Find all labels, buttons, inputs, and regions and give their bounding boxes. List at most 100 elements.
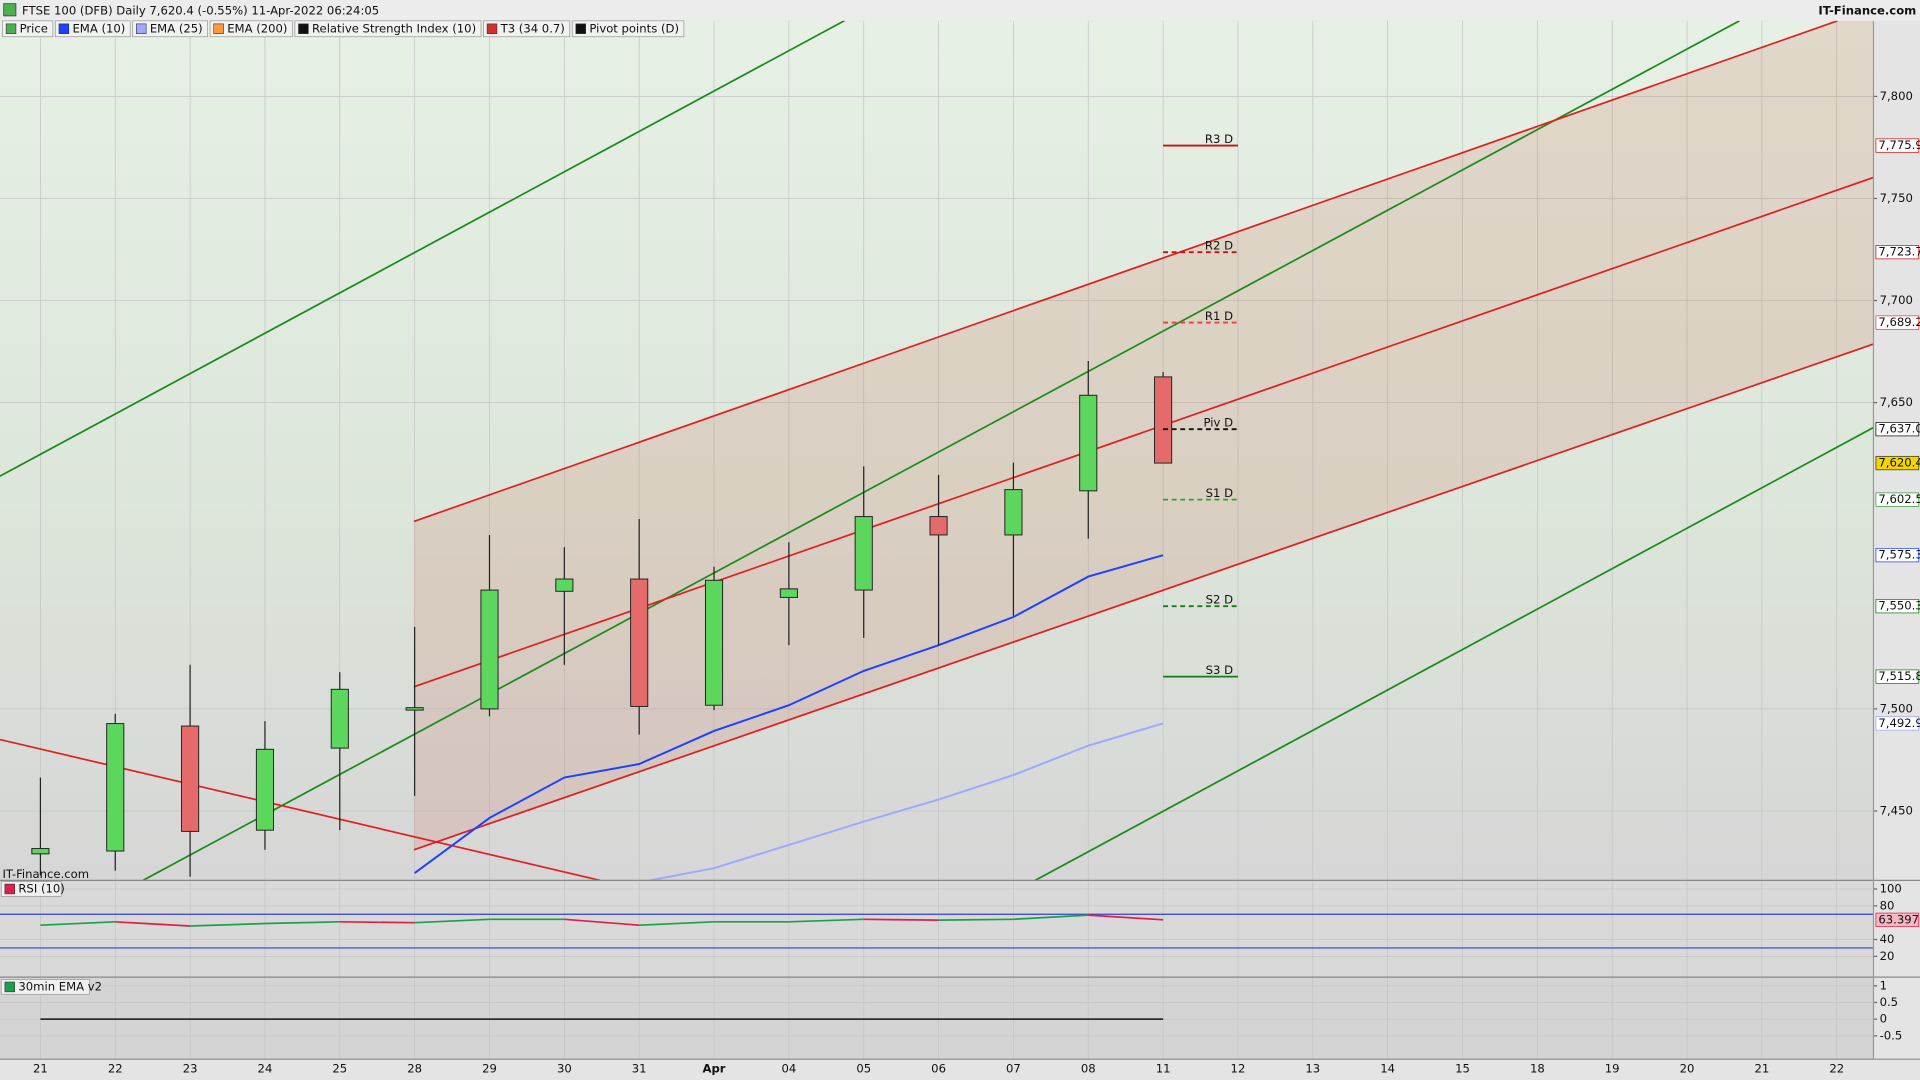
candle-body [181, 725, 200, 832]
value-label: 7,492.9 [1878, 716, 1920, 730]
rsi-plot [0, 913, 1874, 949]
x-tick-label: 11 [1156, 1061, 1171, 1075]
x-tick-label: 31 [632, 1061, 647, 1075]
trend-line [0, 738, 601, 881]
value-label: 7,689.2 [1878, 315, 1920, 329]
trend-line [413, 176, 1874, 688]
candle-body [704, 579, 724, 706]
value-label: 7,620.4 [1878, 456, 1920, 470]
x-tick-label: 29 [482, 1061, 497, 1075]
indicator-segment [639, 920, 715, 927]
x-tick-label: 08 [1081, 1061, 1096, 1075]
main-panel [0, 20, 1874, 881]
legend-label: Price [20, 21, 48, 35]
pivot-name: Piv D [1204, 416, 1234, 430]
legend-label: EMA (10) [72, 21, 125, 35]
legend-label: EMA (25) [150, 21, 203, 35]
ema-line [414, 554, 1164, 874]
watermark: IT-Finance.com [2, 867, 89, 881]
panel-title-box [0, 979, 90, 995]
legend-item [294, 20, 482, 38]
value-label-box [1875, 245, 1920, 260]
indicator-segment [938, 918, 1014, 922]
grid [0, 20, 1874, 1060]
value-label-box [1875, 455, 1920, 471]
right-axis [1873, 20, 1920, 1060]
y-tick-label: 7,500 [1880, 701, 1913, 715]
x-tick-label: 19 [1605, 1061, 1620, 1075]
rsi-panel [0, 880, 1874, 978]
value-label: 63.397 [1878, 912, 1919, 926]
x-tick-label: 21 [1754, 1061, 1769, 1075]
indicator-segment [414, 918, 490, 924]
y-tick-label: 100 [1880, 881, 1902, 895]
y-tick-label: 0.5 [1880, 995, 1899, 1009]
indicator-segment [190, 922, 265, 927]
y-tick-label: 0 [1880, 1012, 1887, 1026]
ema-line [644, 722, 1164, 881]
indicator-segment [40, 920, 116, 927]
candle-body [1079, 394, 1098, 492]
trend-line [413, 20, 1838, 523]
legend-item [54, 20, 131, 38]
trend-line [413, 343, 1874, 851]
value-label-box [1875, 138, 1920, 153]
x-tick-label: Apr [702, 1061, 725, 1075]
value-label-box [1875, 422, 1920, 437]
value-label-box [1875, 548, 1920, 563]
x-tick-label: 05 [856, 1061, 871, 1075]
x-tick-label: 06 [931, 1061, 946, 1075]
y-tick-label: 1 [1880, 978, 1887, 992]
legend-item [132, 20, 208, 38]
ema-panel [0, 977, 1874, 1060]
candle-body [1154, 376, 1173, 464]
indicator-segment [115, 920, 191, 927]
y-tick-label: 7,700 [1880, 293, 1913, 307]
value-label: 7,575.3 [1878, 548, 1920, 562]
value-label: 7,550.3 [1878, 599, 1920, 613]
brand: IT-Finance.com [1818, 4, 1916, 18]
x-tick-label: 21 [33, 1061, 48, 1075]
legend-label: T3 (34 0.7) [500, 21, 565, 35]
value-label: 7,515.8 [1878, 669, 1920, 683]
legend-item [571, 20, 685, 38]
indicator-segment [339, 920, 415, 924]
value-label: 7,723.7 [1878, 245, 1920, 259]
pivot-name: S1 D [1206, 486, 1233, 500]
x-tick-label: 28 [407, 1061, 422, 1075]
value-label-box [1875, 315, 1920, 330]
panel-icon [4, 981, 15, 993]
main-plot: R3 D R2 D R1 D Piv D S1 D S2 D S3 D [0, 20, 1874, 881]
x-tick-label: 20 [1680, 1061, 1695, 1075]
legend-swatch [486, 23, 498, 34]
x-tick-label: 22 [1829, 1061, 1844, 1075]
value-label-box [1875, 599, 1920, 614]
value-label-box [1875, 716, 1920, 731]
x-tick-label: 12 [1231, 1061, 1246, 1075]
legend-label: Relative Strength Index (10) [312, 21, 476, 35]
indicator-segment [788, 918, 864, 923]
candle-body [555, 578, 574, 592]
candle-body [255, 748, 275, 831]
candle-body [330, 688, 349, 749]
x-tick-label: 13 [1305, 1061, 1320, 1075]
x-tick-label: 15 [1455, 1061, 1470, 1075]
x-axis [0, 1059, 1920, 1080]
value-label: 7,602.5 [1878, 492, 1920, 506]
legend-swatch [5, 23, 17, 34]
trend-line [1034, 426, 1874, 881]
indicator-segment [863, 918, 939, 922]
candle-body [31, 848, 50, 855]
pivot-name: S2 D [1206, 593, 1233, 607]
pivot-name: R1 D [1205, 309, 1233, 323]
candle-body [1004, 489, 1023, 536]
y-tick-label: 40 [1880, 932, 1895, 946]
legend-swatch [58, 23, 70, 34]
candle-body [929, 516, 948, 536]
panel-icon [4, 883, 15, 895]
indicator-segment [1013, 914, 1089, 921]
candle-body [405, 707, 424, 711]
panel-title: RSI (10) [18, 881, 64, 895]
trend-line [0, 20, 846, 477]
